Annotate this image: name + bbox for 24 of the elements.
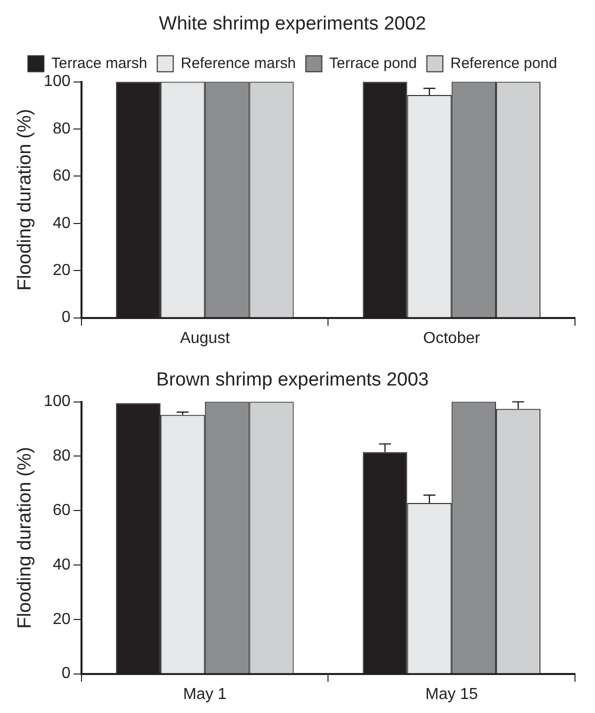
legend-label: Terrace pond (329, 54, 417, 72)
y-tick-label: 40 (52, 556, 71, 574)
legend-label: Terrace marsh (51, 54, 148, 72)
legend-label: Reference marsh (180, 54, 296, 72)
y-tick-label: 60 (52, 502, 71, 520)
y-tick-label: 80 (52, 448, 71, 465)
x-tick-label: May 15 (425, 686, 478, 703)
y-axis-title: Flooding duration (%) (14, 446, 36, 629)
y-tick-label: 80 (52, 120, 71, 138)
chart-title: Brown shrimp experiments 2003 (156, 370, 429, 391)
y-tick-label: 20 (52, 610, 71, 628)
y-tick-label: 40 (52, 214, 71, 232)
chart-title: White shrimp experiments 2002 (158, 14, 426, 35)
y-tick-label: 20 (52, 262, 71, 280)
x-tick-label: May 1 (183, 686, 227, 703)
y-tick-label: 100 (44, 73, 71, 90)
legend-label: Reference pond (450, 54, 558, 72)
y-axis-title: Flooding duration (%) (14, 108, 36, 291)
x-tick-label: October (423, 330, 481, 347)
y-tick-label: 0 (62, 309, 71, 326)
y-tick-label: 60 (52, 168, 71, 185)
x-tick-label: August (180, 330, 230, 347)
y-tick-label: 0 (62, 665, 71, 682)
y-tick-label: 100 (44, 393, 71, 410)
